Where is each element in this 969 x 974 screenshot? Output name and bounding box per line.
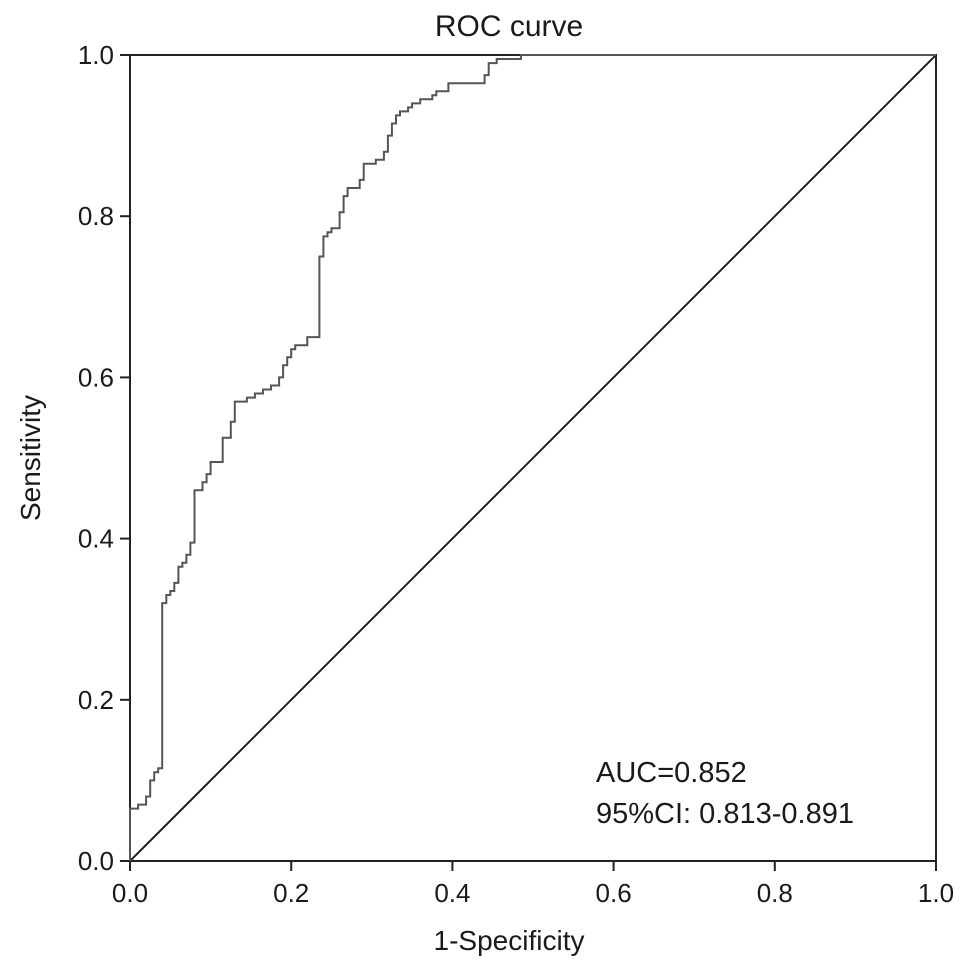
- y-tick-label: 0.2: [78, 685, 114, 715]
- y-tick-label: 0.6: [78, 362, 114, 392]
- x-axis-label: 1-Specificity: [434, 925, 585, 956]
- y-tick-label: 0.4: [78, 524, 114, 554]
- x-tick-label: 0.0: [112, 878, 148, 908]
- x-tick-label: 0.2: [273, 878, 309, 908]
- roc-curve-line: [129, 54, 936, 861]
- x-tick-label: 0.6: [596, 878, 632, 908]
- chart-title: ROC curve: [435, 10, 583, 43]
- y-tick-label: 0.8: [78, 201, 114, 231]
- reference-line: [129, 54, 937, 862]
- y-axis-label: Sensitivity: [15, 395, 46, 521]
- y-tick-label: 1.0: [78, 40, 114, 70]
- y-tick-label: 0.0: [78, 846, 114, 876]
- auc-annotation: AUC=0.852: [596, 757, 747, 789]
- x-tick-label: 0.8: [757, 878, 793, 908]
- ci-annotation: 95%CI: 0.813-0.891: [596, 798, 854, 830]
- x-tick-label: 0.4: [434, 878, 470, 908]
- x-tick-label: 1.0: [918, 878, 954, 908]
